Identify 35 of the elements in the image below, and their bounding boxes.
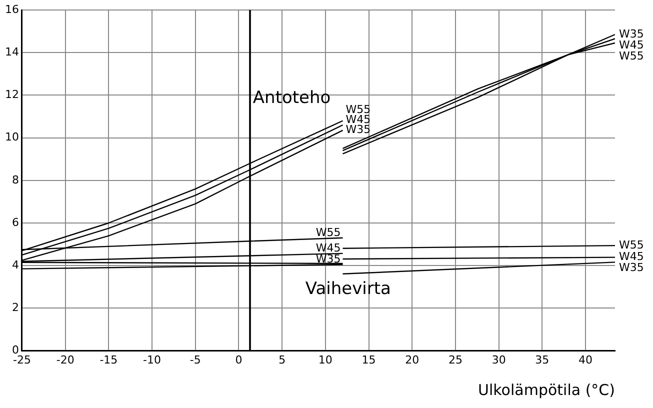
x-tick-label: 20	[405, 353, 420, 366]
x-tick-label: -15	[100, 353, 118, 366]
x-tick-label: 40	[578, 353, 593, 366]
y-tick-label: 16	[4, 2, 19, 16]
series-label: W45	[619, 38, 644, 52]
x-tick-label: -20	[56, 353, 74, 366]
y-tick-label: 8	[12, 173, 19, 186]
series-label: W45	[316, 241, 341, 254]
series-label: W35	[316, 252, 341, 266]
x-tick-label: 0	[235, 353, 242, 366]
series-label: W55	[619, 49, 644, 62]
x-tick-label: 5	[278, 353, 286, 366]
y-tick-label: 14	[4, 45, 19, 58]
x-tick-label: 30	[492, 353, 506, 366]
annotation: Vaihevirta	[305, 278, 391, 299]
series-label: W45	[619, 250, 644, 264]
y-tick-label: 4	[12, 258, 19, 272]
series-label: W55	[316, 226, 341, 239]
series-label: W35	[346, 123, 371, 136]
x-tick-label: 35	[535, 353, 550, 366]
annotation: Antoteho	[252, 88, 331, 108]
series-label: W55	[346, 103, 371, 116]
x-tick-label: 15	[362, 353, 376, 366]
y-tick-label: 6	[12, 216, 19, 229]
x-tick-label: -10	[143, 353, 162, 366]
x-axis-title: Ulkolämpötila (°C)	[478, 380, 615, 399]
x-tick-label: 10	[318, 353, 332, 366]
series-label: W35	[619, 261, 644, 274]
y-tick-label: 2	[12, 301, 19, 314]
x-tick-label: 25	[448, 353, 462, 366]
y-tick-label: 12	[4, 88, 19, 102]
series-label: W35	[619, 27, 644, 40]
x-tick-label: -5	[190, 353, 201, 366]
series-label: W55	[619, 238, 644, 252]
y-tick-label: 10	[4, 130, 19, 144]
